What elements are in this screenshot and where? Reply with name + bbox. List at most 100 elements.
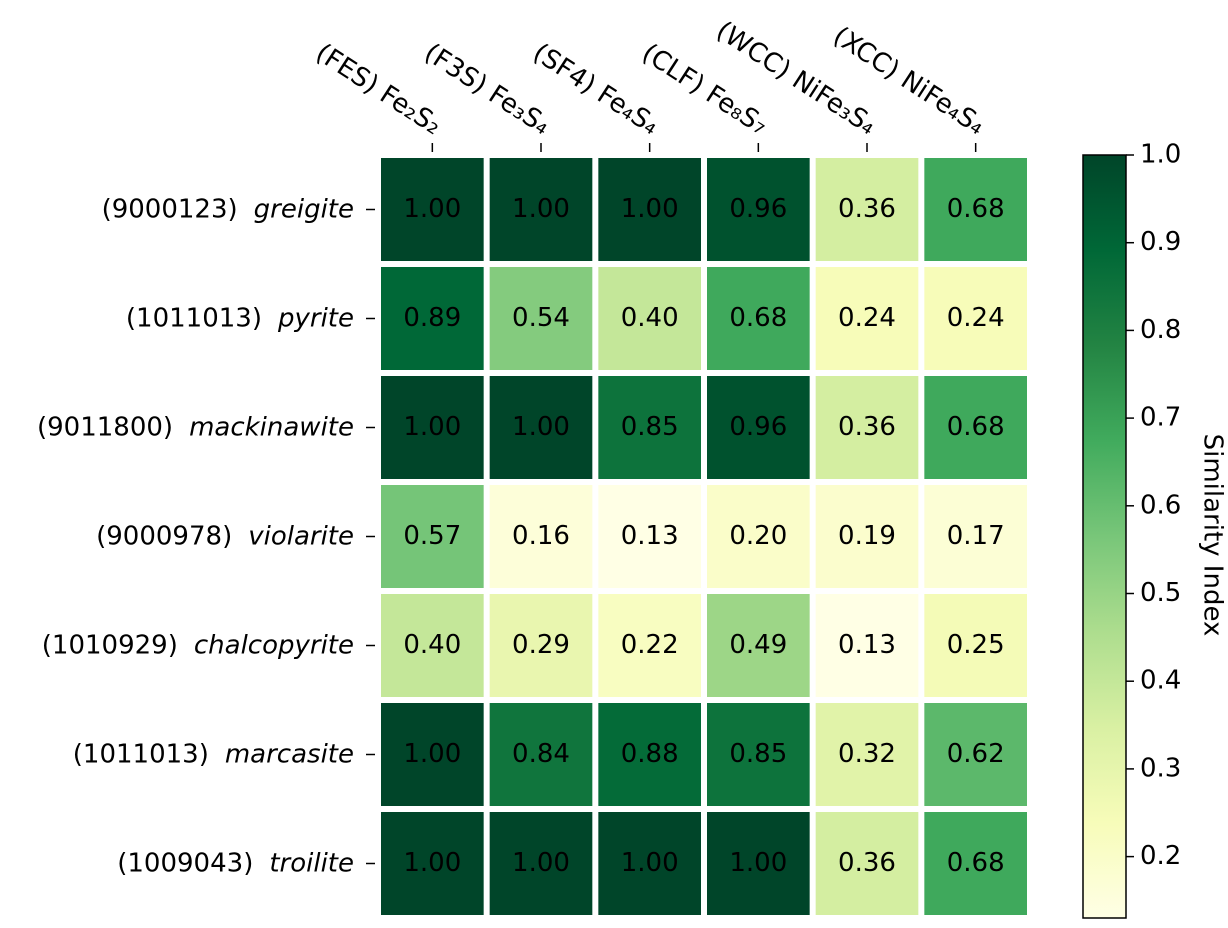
cell-label: 0.40 [621,303,679,333]
row-id: (9000123) [102,194,238,224]
cell-label: 0.36 [838,848,896,878]
cell-label: 0.96 [729,412,787,442]
cell-label: 0.20 [729,521,787,551]
cell-label: 0.17 [947,521,1005,551]
cell-label: 0.49 [729,630,787,660]
cell-label: 0.89 [403,303,461,333]
heatmap-cell [489,376,593,479]
y-tick-label: (1010929) chalcopyrite [42,630,354,660]
cell-label: 0.40 [403,630,461,660]
heatmap-cell [924,594,1027,697]
y-tick-label: (1011013) marcasite [73,739,354,769]
cell-label: 0.24 [947,303,1005,333]
row-id: (1009043) [117,848,253,878]
heatmap-cell [924,485,1027,588]
row-id: (9011800) [37,412,173,442]
cell-label: 1.00 [512,412,570,442]
heatmap-cell [924,158,1027,261]
heatmap-cell [489,703,593,806]
heatmap-cell [707,158,810,261]
heatmap-cell [489,812,593,915]
row-name: mackinawite [189,412,354,442]
colorbar-tick-label: 0.8 [1140,315,1181,345]
heatmap-cell [381,812,484,915]
row-name: marcasite [225,739,354,769]
colorbar-tick-label: 0.7 [1140,403,1181,433]
row-id: (1011013) [126,303,262,333]
row-name: greigite [254,194,354,224]
row-name: violarite [248,521,354,551]
cell-label: 0.68 [729,303,787,333]
colorbar-tick-label: 0.5 [1140,578,1181,608]
heatmap-cell [707,376,810,479]
cell-label: 0.85 [729,739,787,769]
cell-label: 1.00 [512,194,570,224]
colorbar-tick-label: 0.2 [1140,841,1181,871]
cell-label: 0.68 [947,194,1005,224]
cell-label: 0.68 [947,848,1005,878]
cell-label: 0.88 [621,739,679,769]
heatmap-cell [815,158,919,261]
cell-label: 1.00 [621,848,679,878]
row-name: chalcopyrite [194,630,354,660]
colorbar-tick-label: 0.9 [1140,227,1181,257]
cell-label: 0.24 [838,303,896,333]
heatmap-cell [707,703,810,806]
heatmap-cell [381,594,484,697]
cell-label: 0.13 [838,630,896,660]
heatmap-cell [381,376,484,479]
cell-label: 1.00 [403,412,461,442]
cell-label: 0.25 [947,630,1005,660]
heatmap-cell [815,485,919,588]
heatmap-cell [707,267,810,370]
y-tick-label: (1011013) pyrite [126,303,354,333]
heatmap-cell [598,703,701,806]
cell-label: 1.00 [512,848,570,878]
heatmap-cell [381,703,484,806]
colorbar-tick-label: 0.6 [1140,490,1181,520]
heatmap-cell [707,594,810,697]
heatmap-cell [598,267,701,370]
cell-label: 1.00 [729,848,787,878]
heatmap-cell [924,376,1027,479]
row-name: troilite [269,848,354,878]
y-tick-label: (9011800) mackinawite [37,412,354,442]
colorbar-label: Similarity Index [1198,434,1228,637]
heatmap-cell [489,594,593,697]
heatmap-cell [815,812,919,915]
row-id: (1010929) [42,630,178,660]
heatmap-cell [489,267,593,370]
heatmap-cell [489,485,593,588]
heatmap-cell [815,594,919,697]
y-tick-label: (9000978) violarite [96,521,354,551]
row-name: pyrite [277,303,354,333]
heatmap-cell [815,703,919,806]
heatmap-cell [598,812,701,915]
cell-label: 0.32 [838,739,896,769]
cell-label: 0.96 [729,194,787,224]
heatmap-cell [707,485,810,588]
colorbar-tick-label: 0.4 [1140,666,1181,696]
cell-label: 0.19 [838,521,896,551]
heatmap-cell [598,376,701,479]
cell-label: 0.85 [621,412,679,442]
cell-label: 0.57 [403,521,461,551]
heatmap-cell [924,812,1027,915]
cell-label: 0.22 [621,630,679,660]
cell-label: 1.00 [621,194,679,224]
heatmap-cell [598,485,701,588]
cell-label: 0.68 [947,412,1005,442]
cell-label: 0.29 [512,630,570,660]
cell-label: 1.00 [403,739,461,769]
y-tick-label: (9000123) greigite [102,194,354,224]
cell-label: 1.00 [403,848,461,878]
row-id: (1011013) [73,739,209,769]
heatmap-cell [381,485,484,588]
y-tick-label: (1009043) troilite [117,848,354,878]
heatmap-cell [598,594,701,697]
heatmap-cell [381,158,484,261]
heatmap-cell [924,267,1027,370]
cell-label: 0.62 [947,739,1005,769]
heatmap-cell [815,267,919,370]
